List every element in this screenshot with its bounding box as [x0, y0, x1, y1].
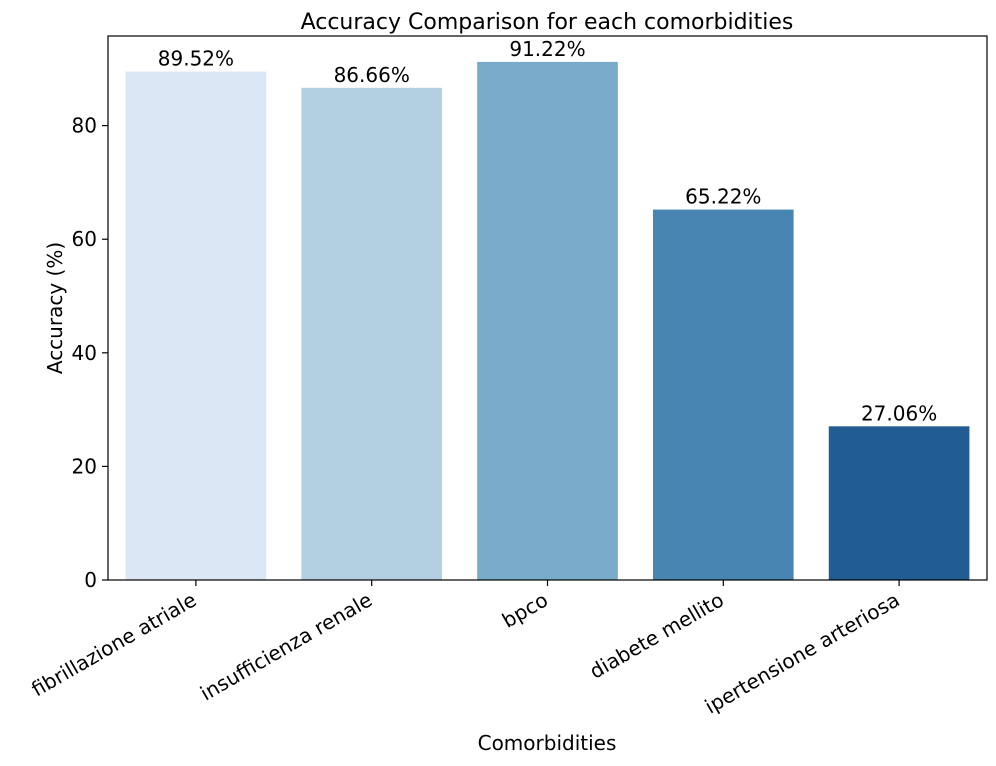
plot-area: 89.52% 86.66% 91.22% 65.22% 27.06%	[125, 37, 970, 580]
bar	[125, 71, 267, 580]
y-axis-label: Accuracy (%)	[43, 242, 67, 374]
bar-data-label: 86.66%	[334, 63, 410, 87]
bar	[301, 87, 443, 580]
x-tick-label: ipertensione arteriosa	[701, 588, 904, 719]
y-tick-label: 80	[72, 114, 97, 138]
bar-data-label: 65.22%	[685, 185, 761, 209]
x-tick-label: diabete mellito	[585, 588, 727, 684]
x-tick-label: insufficienza renale	[196, 588, 376, 706]
x-tick-label: bpco	[498, 588, 552, 633]
bar-data-label: 89.52%	[158, 47, 234, 71]
bar-data-label: 91.22%	[509, 37, 585, 61]
chart-title: Accuracy Comparison for each comorbiditi…	[301, 10, 794, 35]
bar	[828, 426, 970, 580]
x-axis-label: Comorbidities	[478, 731, 617, 755]
y-tick-label: 0	[84, 568, 97, 592]
bar	[652, 209, 794, 580]
x-tick-label: fibrillazione atriale	[27, 588, 200, 702]
y-tick-label: 20	[72, 454, 97, 478]
bar	[477, 61, 618, 580]
y-tick-label: 60	[72, 227, 97, 251]
y-tick-label: 40	[72, 341, 97, 365]
bar-data-label: 27.06%	[861, 401, 937, 425]
